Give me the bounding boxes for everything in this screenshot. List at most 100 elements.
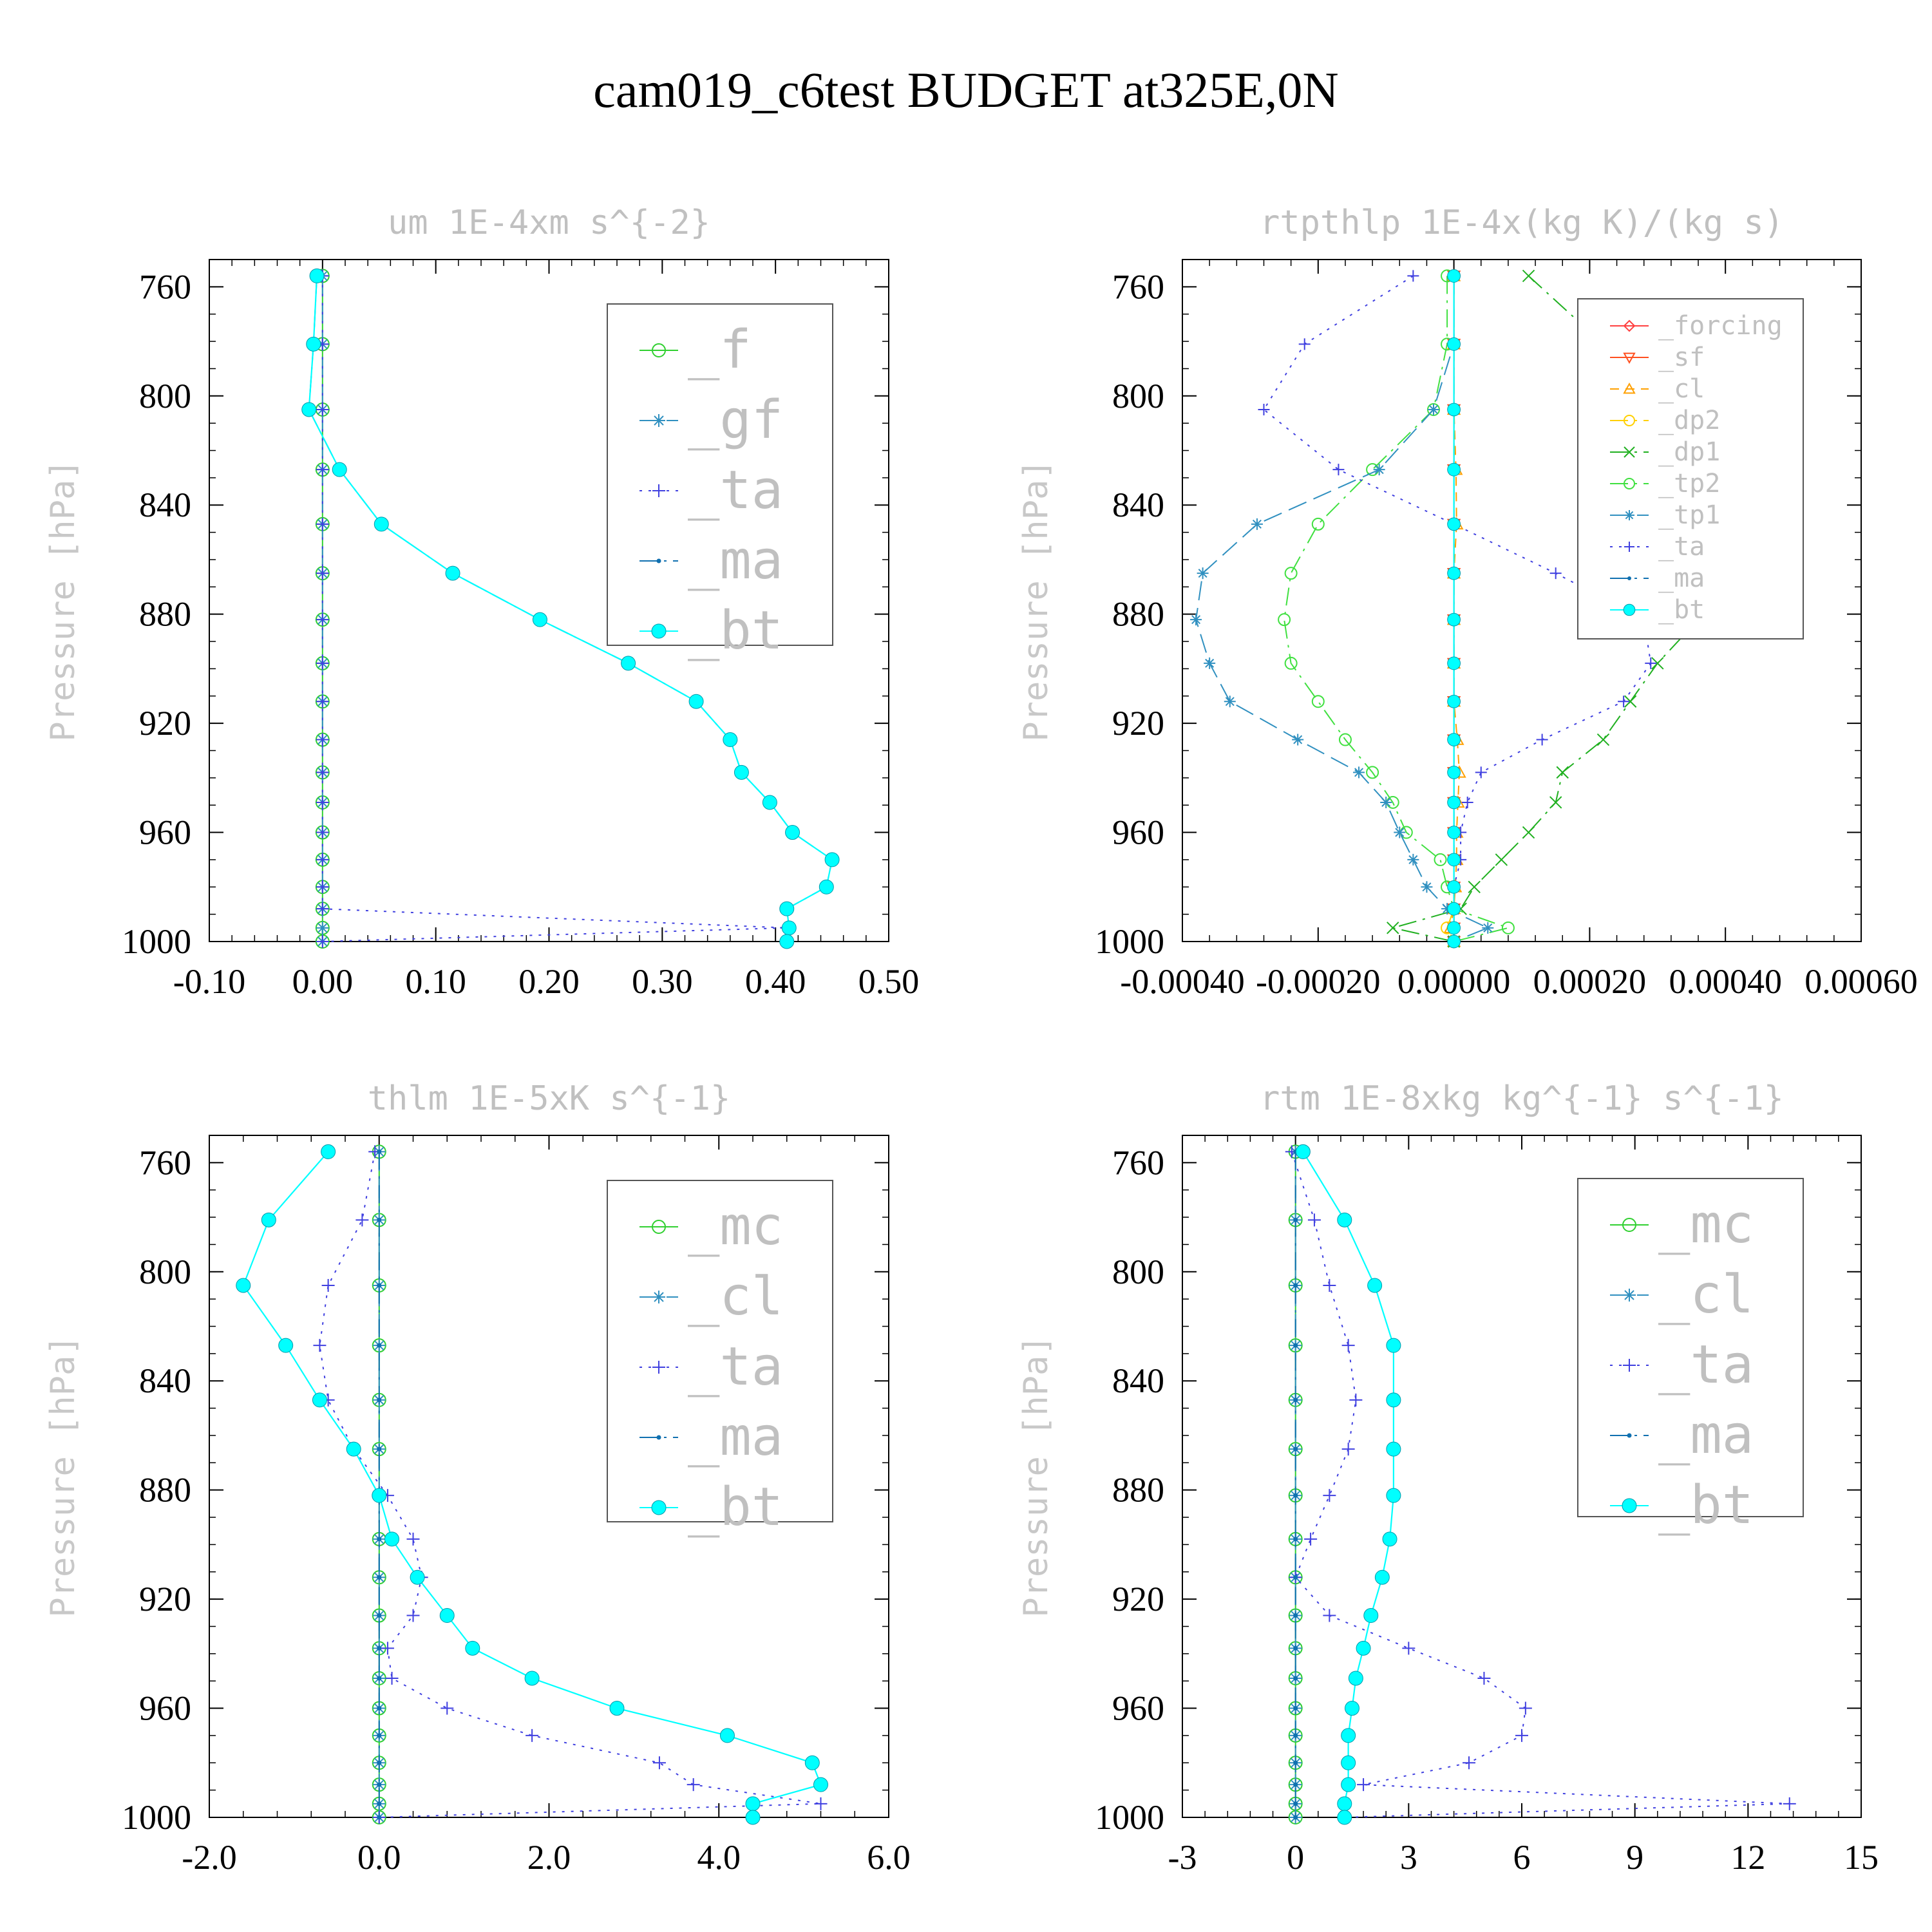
data-point (406, 1532, 420, 1546)
data-point (1345, 1701, 1359, 1716)
data-point (1293, 1676, 1298, 1681)
legend-marker (1627, 1433, 1632, 1438)
data-point (316, 695, 329, 708)
y-tick-label: 960 (1112, 1689, 1164, 1728)
data-point (1278, 613, 1291, 627)
data-point (1447, 402, 1461, 417)
data-point (1421, 881, 1433, 893)
y-tick-label: 760 (139, 267, 191, 306)
data-point (1596, 733, 1610, 746)
data-point (439, 1608, 455, 1624)
data-point (377, 1537, 382, 1542)
data-point (301, 402, 317, 417)
legend-marker (1622, 1498, 1637, 1513)
x-tick-label: 6.0 (867, 1838, 911, 1877)
legend-label: _ma (1658, 1405, 1754, 1466)
data-point (1293, 1575, 1298, 1580)
legend-marker (1627, 576, 1631, 580)
x-tick-label: 12 (1730, 1838, 1765, 1877)
data-point (1522, 826, 1535, 839)
legend-label: _forcing (1658, 311, 1783, 341)
data-point (1461, 796, 1473, 808)
data-point (316, 853, 329, 866)
data-point (1402, 1642, 1416, 1655)
legend-marker (1623, 1289, 1636, 1302)
data-point (316, 766, 329, 779)
y-axis-label: Pressure [hPa] (1017, 1335, 1056, 1617)
series-line (1263, 275, 1652, 942)
data-point (1447, 269, 1461, 283)
data-point (1323, 1278, 1336, 1292)
data-point (377, 1217, 382, 1222)
legend-label: _ta (1658, 1334, 1754, 1396)
data-point (1341, 1755, 1356, 1770)
chart-panel-3: thlm 1E-5xK s^{-1} Pressure [hPa] 760 800 84… (44, 1079, 911, 1877)
legend: _forcing_sf_cl_dp2_dp1_tp2_tp1_ta_ma_bt (1577, 298, 1804, 639)
data-point (316, 826, 329, 839)
data-point (723, 732, 738, 748)
legend-label: _ta (1658, 532, 1705, 562)
legend-label: _dp2 (1658, 406, 1720, 435)
x-tick-label: -2.0 (182, 1838, 236, 1877)
legend: _mc _cl _ta _ma _bt (1577, 1178, 1804, 1536)
data-point (312, 1392, 327, 1408)
y-tick-label: 760 (1112, 267, 1164, 306)
data-point (734, 764, 749, 780)
data-point (609, 1701, 625, 1716)
x-tick-label: 0.00040 (1669, 962, 1782, 1001)
series-ma (1293, 1149, 1298, 1820)
data-point (1298, 338, 1311, 350)
data-point (384, 1531, 400, 1547)
data-point (1394, 826, 1406, 838)
data-point (1447, 921, 1461, 935)
legend-box (1577, 1178, 1804, 1517)
legend-label: _ta (688, 1336, 783, 1397)
legend-marker (1623, 603, 1636, 616)
data-point (1447, 902, 1461, 916)
y-tick-label: 840 (1112, 1361, 1164, 1400)
y-tick-label: 920 (1112, 704, 1164, 743)
series-dp2 (1441, 269, 1461, 948)
legend: _f _gf _ta _ma _bt (607, 303, 833, 661)
data-point (1651, 657, 1664, 670)
x-tick-label: 0.00020 (1533, 962, 1647, 1001)
data-point (316, 902, 329, 916)
data-point (1323, 1489, 1336, 1502)
data-point (313, 1339, 327, 1352)
legend-marker (652, 414, 665, 427)
data-point (316, 517, 329, 531)
figure-title: cam019_c6test BUDGET at325E,0N (593, 62, 1339, 118)
legend-marker (1623, 319, 1636, 332)
legend-label: _mc (1658, 1194, 1754, 1255)
data-point (1482, 922, 1494, 934)
x-tick-label: -0.10 (173, 962, 245, 1001)
data-point (261, 1212, 276, 1227)
legend-marker (652, 343, 666, 357)
data-point (1337, 1796, 1352, 1812)
y-tick-label: 880 (139, 1471, 191, 1510)
data-point (1341, 1443, 1355, 1456)
y-tick-label: 840 (1112, 486, 1164, 524)
y-tick-label: 840 (139, 486, 191, 524)
legend-marker (1622, 1218, 1636, 1232)
y-tick-label: 880 (1112, 595, 1164, 634)
series-cl (1443, 269, 1466, 947)
data-point (813, 1777, 828, 1792)
data-point (377, 1733, 382, 1738)
data-point (1783, 1797, 1796, 1810)
legend-marker (652, 1220, 666, 1234)
data-point (1293, 1801, 1298, 1806)
data-point (377, 1706, 382, 1711)
data-point (1373, 464, 1385, 476)
legend-label: _tp1 (1658, 500, 1720, 530)
y-axis-label: Pressure [hPa] (1017, 459, 1056, 741)
data-point (410, 1569, 425, 1585)
x-tick-label: 0.00 (292, 962, 354, 1001)
series-line (308, 276, 833, 942)
data-point (1293, 1706, 1298, 1711)
data-point (1284, 567, 1298, 580)
data-point (1293, 1343, 1298, 1348)
y-tick-label: 800 (1112, 377, 1164, 415)
data-point (377, 1446, 382, 1452)
